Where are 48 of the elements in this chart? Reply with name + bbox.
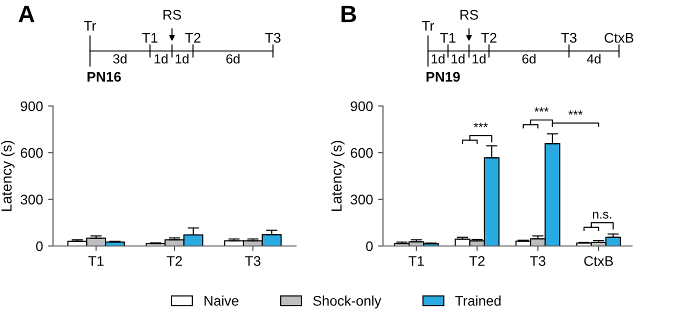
text: 1d <box>176 54 188 64</box>
text: 1d <box>432 54 444 64</box>
annotation: *** <box>534 107 549 112</box>
text: T1 <box>142 33 158 43</box>
text: RS <box>163 10 182 20</box>
annotation: *** <box>568 110 583 115</box>
text: CtxB <box>604 32 634 43</box>
annotation: n.s. <box>593 212 612 219</box>
text: T3 <box>265 32 280 43</box>
text: 1d <box>452 54 464 64</box>
text: PN19 <box>426 72 460 82</box>
text: T3 <box>561 32 576 43</box>
text: 3d <box>113 54 126 64</box>
y-axis-title: Latency (s) <box>0 140 15 211</box>
y-tick-label: 600 <box>20 148 43 158</box>
text: 4d <box>586 54 600 64</box>
y-tick-label: 300 <box>350 194 373 205</box>
text: T1 <box>440 33 456 43</box>
chart-title: B <box>342 6 356 22</box>
y-tick-label: 600 <box>350 148 373 158</box>
annotation: *** <box>474 122 488 128</box>
y-tick-label: 0 <box>36 241 43 252</box>
legend-label: Naive <box>204 296 238 306</box>
text: 1d <box>154 54 168 64</box>
x-tick-label: T2 <box>166 256 182 266</box>
text: PN16 <box>88 72 121 82</box>
text: 6d <box>226 54 240 64</box>
x-tick-label: T3 <box>530 256 546 266</box>
text: Tr <box>84 21 96 31</box>
y-tick-label: 900 <box>350 101 373 112</box>
legend-label: Trained <box>455 296 501 306</box>
text: 6d <box>522 54 536 64</box>
x-tick-label: T1 <box>408 256 424 266</box>
text: T2 <box>185 32 200 43</box>
text: RS <box>460 10 478 20</box>
legend-label: Shock-only <box>313 296 382 308</box>
y-tick-label: 900 <box>20 101 43 112</box>
x-tick-label: T2 <box>469 256 485 266</box>
x-tick-label: CtxB <box>584 256 613 266</box>
x-tick-label: T3 <box>245 256 260 266</box>
text: T2 <box>481 32 496 43</box>
chart-title: A <box>18 6 34 22</box>
x-tick-label: T1 <box>88 256 104 266</box>
text: 1d <box>472 54 486 64</box>
y-tick-label: 0 <box>366 241 373 252</box>
y-axis-title: Latency (s) <box>330 140 345 211</box>
text: Tr <box>422 21 434 31</box>
y-tick-label: 300 <box>20 194 43 205</box>
